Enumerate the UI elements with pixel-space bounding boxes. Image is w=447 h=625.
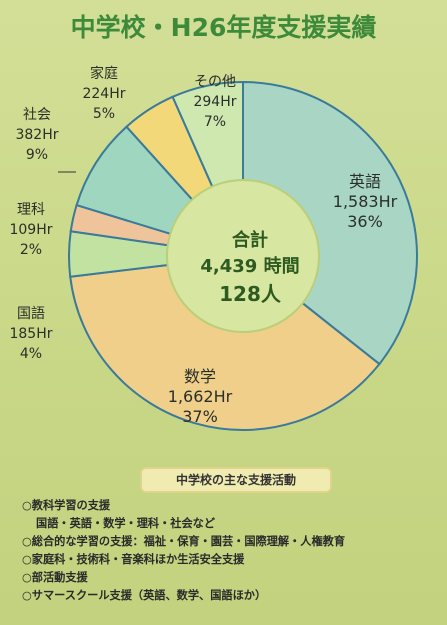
label-science: 理科 109Hr 2%	[4, 200, 58, 260]
center-total-label: 合計	[232, 230, 268, 251]
activity-item: ○部活動支援	[22, 571, 88, 584]
label-other: その他 294Hr 7%	[182, 72, 248, 132]
slice-math	[69, 254, 381, 431]
pie-center-summary: 合計 4,439 時間 128人	[185, 228, 315, 308]
activity-item: ○総合的な学習の支援：福祉・保育・園芸・国際理解・人権教育	[22, 535, 346, 548]
label-home-ec-percent: 5%	[92, 106, 116, 122]
activity-item: ○教科学習の支援	[22, 499, 111, 512]
pie-center-circle	[166, 179, 320, 333]
label-science-value: 109Hr	[9, 222, 53, 238]
label-home-ec: 家庭 224Hr 5%	[76, 64, 132, 124]
label-japanese: 国語 185Hr 4%	[4, 304, 58, 364]
label-math: 数学 1,662Hr 37%	[160, 367, 240, 427]
label-home-ec-name: 家庭	[90, 66, 118, 82]
label-other-percent: 7%	[203, 114, 227, 130]
center-total-hours: 4,439 時間	[200, 256, 300, 277]
activity-item: ○家庭科・技術科・音楽科ほか生活安全支援	[22, 553, 245, 566]
label-social-value: 382Hr	[15, 127, 59, 143]
label-english: 英語 1,583Hr 36%	[325, 172, 405, 232]
chart-title: 中学校・H26年度支援実績	[70, 13, 377, 42]
label-social: 社会 382Hr 9%	[10, 105, 64, 165]
activity-item: 国語・英語・数学・理科・社会など	[36, 517, 216, 530]
label-social-percent: 9%	[25, 147, 49, 163]
label-science-name: 理科	[17, 202, 45, 218]
activity-item: ○サマースクール支援（英語、数学、国語ほか）	[22, 589, 267, 602]
activities-list: ○教科学習の支援 国語・英語・数学・理科・社会など ○総合的な学習の支援：福祉・…	[22, 497, 442, 605]
slice-english	[242, 80, 418, 366]
label-japanese-name: 国語	[17, 306, 45, 322]
label-math-name: 数学	[183, 367, 216, 386]
label-english-value: 1,583Hr	[332, 192, 398, 211]
label-math-value: 1,662Hr	[167, 387, 233, 406]
label-home-ec-value: 224Hr	[82, 86, 126, 102]
label-english-percent: 36%	[347, 212, 383, 231]
label-social-name: 社会	[23, 107, 51, 123]
label-other-name: その他	[194, 74, 236, 90]
label-math-percent: 37%	[182, 407, 218, 426]
label-japanese-percent: 4%	[19, 346, 43, 362]
label-science-percent: 2%	[19, 242, 43, 258]
label-english-name: 英語	[348, 172, 381, 191]
center-total-people: 128人	[219, 282, 281, 306]
label-japanese-value: 185Hr	[9, 326, 53, 342]
label-other-value: 294Hr	[193, 94, 237, 110]
activities-heading: 中学校の主な支援活動	[140, 467, 332, 493]
